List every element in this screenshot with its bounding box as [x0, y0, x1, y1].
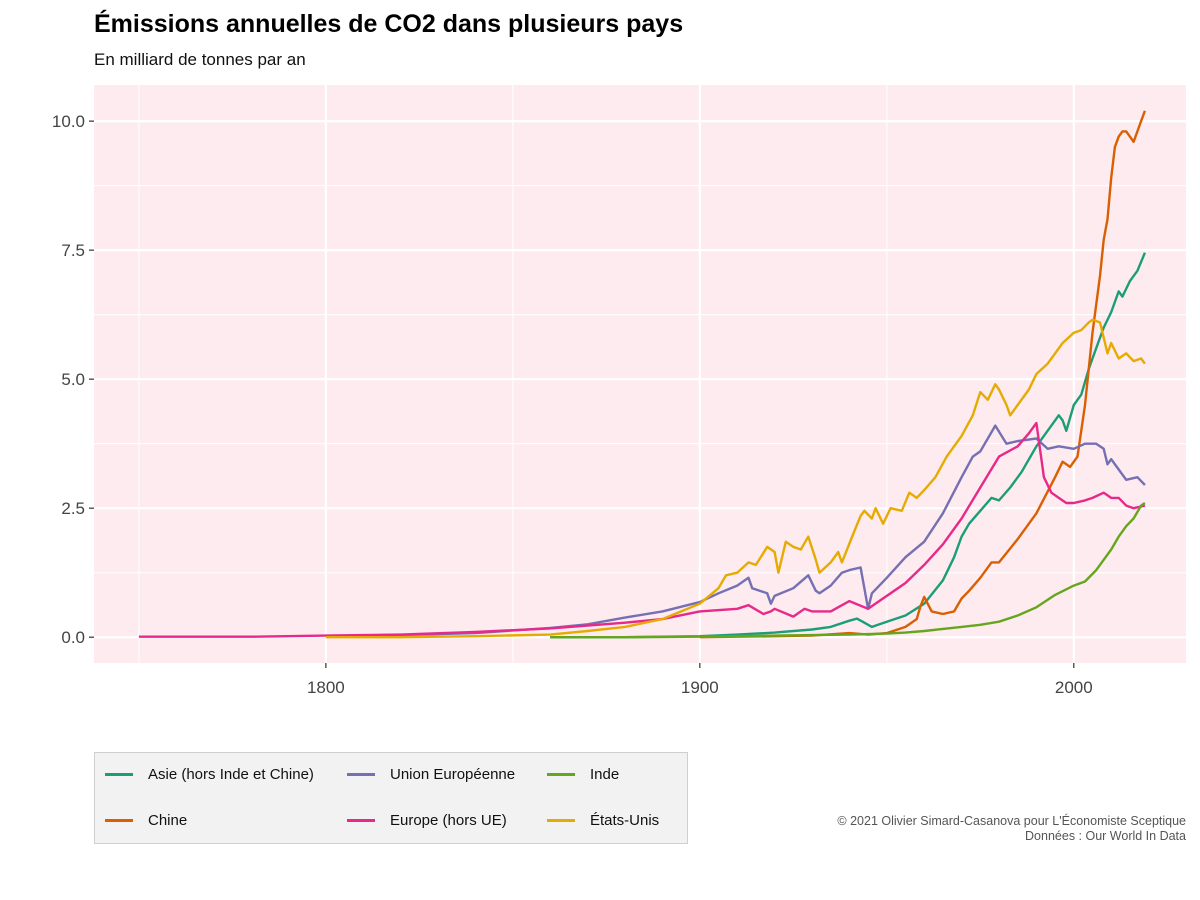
- y-axis-ticks: 0.0 2.5 5.0 7.5 10.0: [52, 112, 94, 647]
- legend-item-etats-unis: États-Unis: [547, 812, 659, 829]
- legend-label-ue: Union Européenne: [390, 766, 516, 783]
- legend-item-chine: Chine: [105, 812, 187, 829]
- x-tick-label: 2000: [1055, 678, 1093, 697]
- y-tick-label: 5.0: [61, 370, 85, 389]
- series-line-etats-unis: [325, 318, 1146, 639]
- legend-item-europe-hors-ue: Europe (hors UE): [347, 812, 507, 829]
- legend-key-europe-hors-ue: [347, 819, 375, 822]
- legend-key-asie: [105, 773, 133, 776]
- y-tick-label: 0.0: [61, 628, 85, 647]
- legend: Asie (hors Inde et Chine) Union Européen…: [94, 752, 688, 844]
- series-line-union-europeenne: [325, 424, 1146, 638]
- chart-title: Émissions annuelles de CO2 dans plusieur…: [94, 10, 684, 38]
- legend-key-etats-unis: [547, 819, 575, 822]
- series-line-chine: [699, 110, 1147, 639]
- y-tick-label: 7.5: [61, 241, 85, 260]
- legend-label-inde: Inde: [590, 766, 620, 783]
- grid-lines: [94, 85, 1186, 663]
- legend-item-inde: Inde: [547, 766, 619, 783]
- x-axis-ticks: 1800 1900 2000: [307, 663, 1093, 697]
- x-tick-label: 1900: [681, 678, 719, 697]
- legend-label-etats-unis: États-Unis: [590, 812, 660, 829]
- chart-subtitle: En milliard de tonnes par an: [94, 50, 306, 69]
- legend-label-chine: Chine: [148, 812, 188, 829]
- legend-key-chine: [105, 819, 133, 822]
- series-lines: [138, 110, 1147, 639]
- x-tick-label: 1800: [307, 678, 345, 697]
- legend-label-europe-hors-ue: Europe (hors UE): [390, 812, 507, 829]
- series-line-inde: [550, 502, 1146, 639]
- y-tick-label: 10.0: [52, 112, 85, 131]
- y-tick-label: 2.5: [61, 499, 85, 518]
- legend-label-asie: Asie (hors Inde et Chine): [148, 766, 314, 783]
- legend-key-ue: [347, 773, 375, 776]
- credits-source: Données : Our World In Data: [1025, 829, 1186, 843]
- legend-key-inde: [547, 773, 575, 776]
- credits-author: © 2021 Olivier Simard-Casanova pour L'Éc…: [837, 814, 1186, 828]
- credits: © 2021 Olivier Simard-Casanova pour L'Éc…: [837, 814, 1186, 844]
- legend-item-asie: Asie (hors Inde et Chine): [105, 766, 314, 783]
- chart-plot: 0.0 2.5 5.0 7.5 10.0 1800 1900 2000: [52, 85, 1186, 697]
- plot-panel: [94, 85, 1186, 663]
- legend-item-ue: Union Européenne: [347, 766, 515, 783]
- series-line-asie-hors-inde-et-chine: [550, 252, 1147, 639]
